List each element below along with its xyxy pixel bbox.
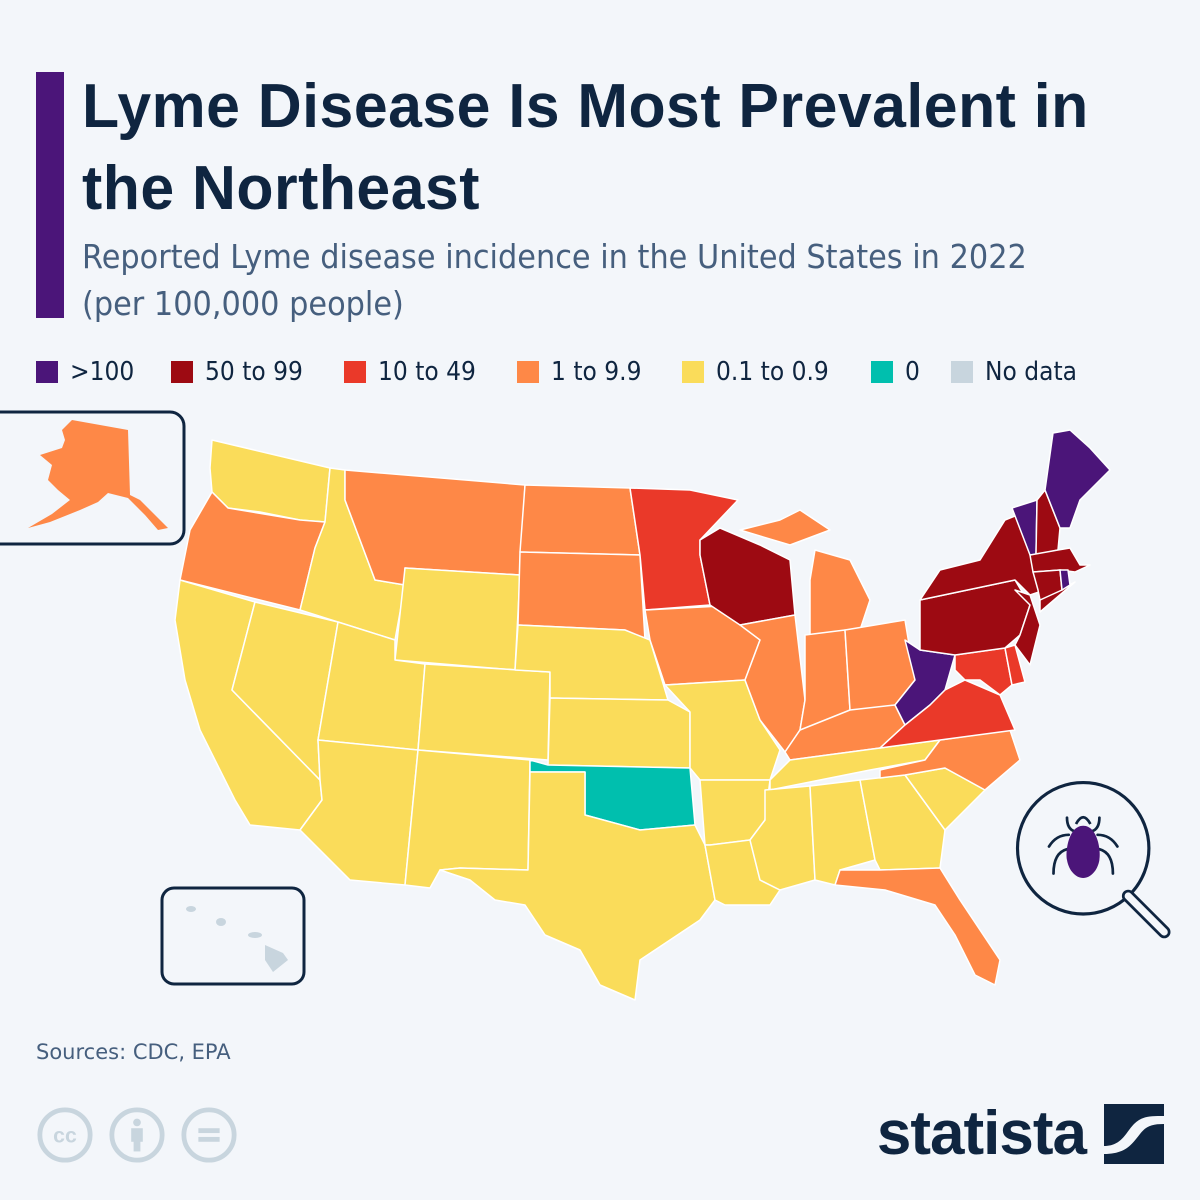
state-new-mexico xyxy=(404,749,531,889)
state-maine xyxy=(1044,429,1111,529)
alaska-inset-frame xyxy=(0,410,186,546)
legend-swatch xyxy=(344,361,367,383)
legend-item-0.1-0.9: 0.1 to 0.9 xyxy=(681,357,841,387)
state-texas xyxy=(439,771,716,1001)
legend-item-1-9.9: 1 to 9.9 xyxy=(517,357,652,387)
state-new-jersey xyxy=(1014,589,1041,666)
state-florida xyxy=(834,867,1001,986)
legend-swatch xyxy=(171,361,194,383)
us-choropleth-map xyxy=(0,410,1111,1001)
svg-text:cc: cc xyxy=(53,1124,77,1148)
state-hawaii xyxy=(186,906,288,972)
legend: >100 50 to 99 10 to 49 1 to 9.9 0.1 to 0… xyxy=(36,355,1118,389)
chart-title: Lyme Disease Is Most Prevalent in the No… xyxy=(82,72,1089,223)
legend-label: 1 to 9.9 xyxy=(551,357,642,387)
legend-swatch xyxy=(951,361,974,383)
legend-item-over-100: >100 xyxy=(36,357,141,387)
sources-note: Sources: CDC, EPA xyxy=(36,1040,231,1064)
legend-label: 50 to 99 xyxy=(205,357,304,387)
tick-magnifier-icon xyxy=(1015,781,1171,939)
state-new-hampshire xyxy=(1035,489,1061,556)
legend-item-50-99: 50 to 99 xyxy=(171,357,314,387)
legend-swatch xyxy=(36,361,58,383)
state-delaware xyxy=(1004,644,1026,686)
legend-item-no-data: No data xyxy=(951,357,1087,387)
legend-label: >100 xyxy=(70,357,135,387)
license-icons: cc xyxy=(36,1106,252,1164)
hawaii-inset-frame xyxy=(160,886,306,986)
legend-label: No data xyxy=(985,357,1078,387)
legend-label: 0.1 to 0.9 xyxy=(715,357,829,387)
legend-label: 0 xyxy=(904,357,920,387)
legend-item-zero: 0 xyxy=(870,357,922,387)
state-north-carolina xyxy=(879,729,1021,791)
state-north-dakota xyxy=(519,484,641,556)
state-kansas xyxy=(547,697,691,769)
legend-swatch xyxy=(517,361,540,383)
state-pennsylvania xyxy=(919,579,1031,656)
legend-item-10-49: 10 to 49 xyxy=(344,357,487,387)
logo-wordmark: statista xyxy=(876,1099,1087,1168)
creative-commons-icon[interactable]: cc xyxy=(36,1106,94,1164)
state-montana xyxy=(344,469,526,586)
no-derivatives-icon[interactable] xyxy=(180,1106,238,1164)
state-rhode-island xyxy=(1059,569,1071,591)
chart-subtitle: Reported Lyme disease incidence in the U… xyxy=(82,237,1027,323)
legend-label: 10 to 49 xyxy=(378,357,477,387)
title-accent-bar xyxy=(36,72,64,318)
state-connecticut xyxy=(1032,569,1063,601)
attribution-icon[interactable] xyxy=(108,1106,166,1164)
state-colorado xyxy=(417,663,551,761)
state-alaska xyxy=(28,420,168,530)
statista-logo[interactable]: statista xyxy=(877,1103,1164,1165)
state-wyoming xyxy=(394,567,521,671)
legend-swatch xyxy=(681,361,704,383)
legend-swatch xyxy=(870,361,893,383)
statista-logo-icon xyxy=(1104,1104,1164,1164)
